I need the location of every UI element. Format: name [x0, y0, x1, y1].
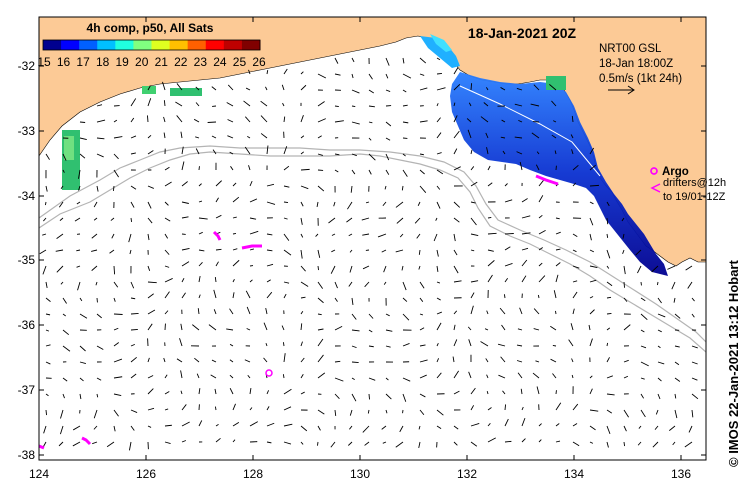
current-arrow: [208, 122, 216, 123]
current-arrow: [131, 329, 138, 330]
colorbar-cell: [224, 40, 243, 50]
current-arrow: [164, 100, 165, 106]
lat-tick-label: -38: [18, 448, 36, 462]
current-arrow: [505, 441, 511, 442]
colorbar-tick-label: 17: [76, 55, 90, 69]
current-arrow: [624, 282, 625, 288]
colorbar-tick-label: 21: [155, 55, 169, 69]
vector-legend-time: 18-Jan 18:00Z: [599, 58, 673, 70]
current-arrow: [352, 362, 359, 363]
lat-tick-label: -37: [18, 383, 36, 397]
current-arrow: [624, 442, 625, 446]
current-arrow: [318, 266, 319, 270]
colorbar-cell: [152, 40, 171, 50]
colorbar-cell: [61, 40, 80, 50]
colorbar-cells: [43, 40, 261, 50]
lat-tick-label: -36: [18, 318, 36, 332]
lon-tick-label: 132: [457, 467, 477, 481]
lon-tick-label: 126: [136, 467, 156, 481]
current-arrow: [131, 313, 139, 314]
sst-patch-green-2: [64, 136, 74, 160]
imos-credit: © IMOS 22-Jan-2021 13:12 Hobart: [726, 260, 741, 467]
current-arrow: [657, 282, 658, 285]
colorbar-cell: [242, 40, 261, 50]
current-arrow: [590, 185, 599, 186]
lat-tick-label: -32: [18, 59, 36, 73]
map-title: 18-Jan-2021 20Z: [468, 25, 577, 41]
current-arrow: [215, 407, 216, 410]
colorbar-cell: [43, 40, 62, 50]
drifter-legend-line1: drifters@12h: [663, 177, 726, 189]
current-arrow: [488, 217, 491, 218]
current-arrow: [505, 404, 506, 410]
lon-tick-label: 130: [350, 467, 370, 481]
current-arrow: [131, 218, 132, 222]
colorbar-tick-label: 25: [233, 55, 247, 69]
vector-legend-scale: 0.5m/s (1kt 24h): [599, 73, 682, 85]
colorbar-cell: [170, 40, 189, 50]
argo-legend: Argo drifters@12h to 19/01-12Z: [651, 166, 726, 203]
colorbar-cell: [133, 40, 152, 50]
current-arrow: [437, 73, 442, 74]
current-arrow: [301, 169, 310, 170]
colorbar-cell: [206, 40, 225, 50]
colorbar-cell: [97, 40, 116, 50]
current-arrow: [607, 313, 611, 314]
colorbar-tick-label: 15: [37, 55, 51, 69]
current-arrow: [369, 394, 370, 399]
current-arrow: [504, 294, 505, 298]
current-arrow: [553, 345, 556, 346]
current-arrow: [114, 314, 123, 315]
sst-patch-green-5: [546, 76, 566, 90]
current-arrow: [114, 266, 115, 274]
colorbar-cell: [115, 40, 134, 50]
lon-tick-label: 128: [243, 467, 263, 481]
colorbar-cell: [79, 40, 98, 50]
current-arrow: [45, 202, 46, 205]
current-arrow: [335, 106, 339, 107]
colorbar-tick-label: 16: [57, 55, 71, 69]
colorbar-tick-label: 23: [194, 55, 208, 69]
current-arrow: [46, 410, 47, 415]
sst-patch-green-4: [142, 86, 156, 94]
current-arrow: [147, 115, 148, 122]
lon-tick-label: 136: [671, 467, 691, 481]
lon-tick-label: 124: [29, 467, 49, 481]
colorbar-tick-label: 18: [96, 55, 110, 69]
current-arrow: [283, 374, 284, 378]
colorbar-tick-label: 20: [135, 55, 149, 69]
current-arrow: [352, 106, 355, 107]
lon-tick-label: 134: [564, 467, 584, 481]
current-arrow: [555, 311, 556, 314]
current-arrow: [283, 342, 284, 346]
colorbar-cell: [188, 40, 207, 50]
colorbar-title: 4h comp, p50, All Sats: [87, 21, 214, 35]
colorbar-tick-label: 22: [174, 55, 188, 69]
current-arrow: [113, 186, 114, 191]
colorbar-tick-label: 26: [252, 55, 266, 69]
current-arrow: [233, 233, 236, 234]
vector-legend-product: NRT00 GSL: [599, 43, 662, 55]
drifter-track-5: [39, 446, 44, 448]
current-arrow: [607, 343, 608, 346]
drifter-legend-line2: to 19/01-12Z: [663, 191, 726, 203]
current-arrow: [538, 295, 539, 298]
colorbar-tick-label: 24: [213, 55, 227, 69]
current-arrow: [317, 442, 318, 446]
colorbar-tick-label: 19: [116, 55, 130, 69]
sst-patch-green-3: [170, 88, 202, 96]
lat-tick-label: -34: [18, 189, 36, 203]
current-arrow: [471, 83, 472, 90]
lat-tick-label: -33: [18, 124, 36, 138]
lat-tick-label: -35: [18, 253, 36, 267]
current-arrow: [284, 202, 288, 203]
